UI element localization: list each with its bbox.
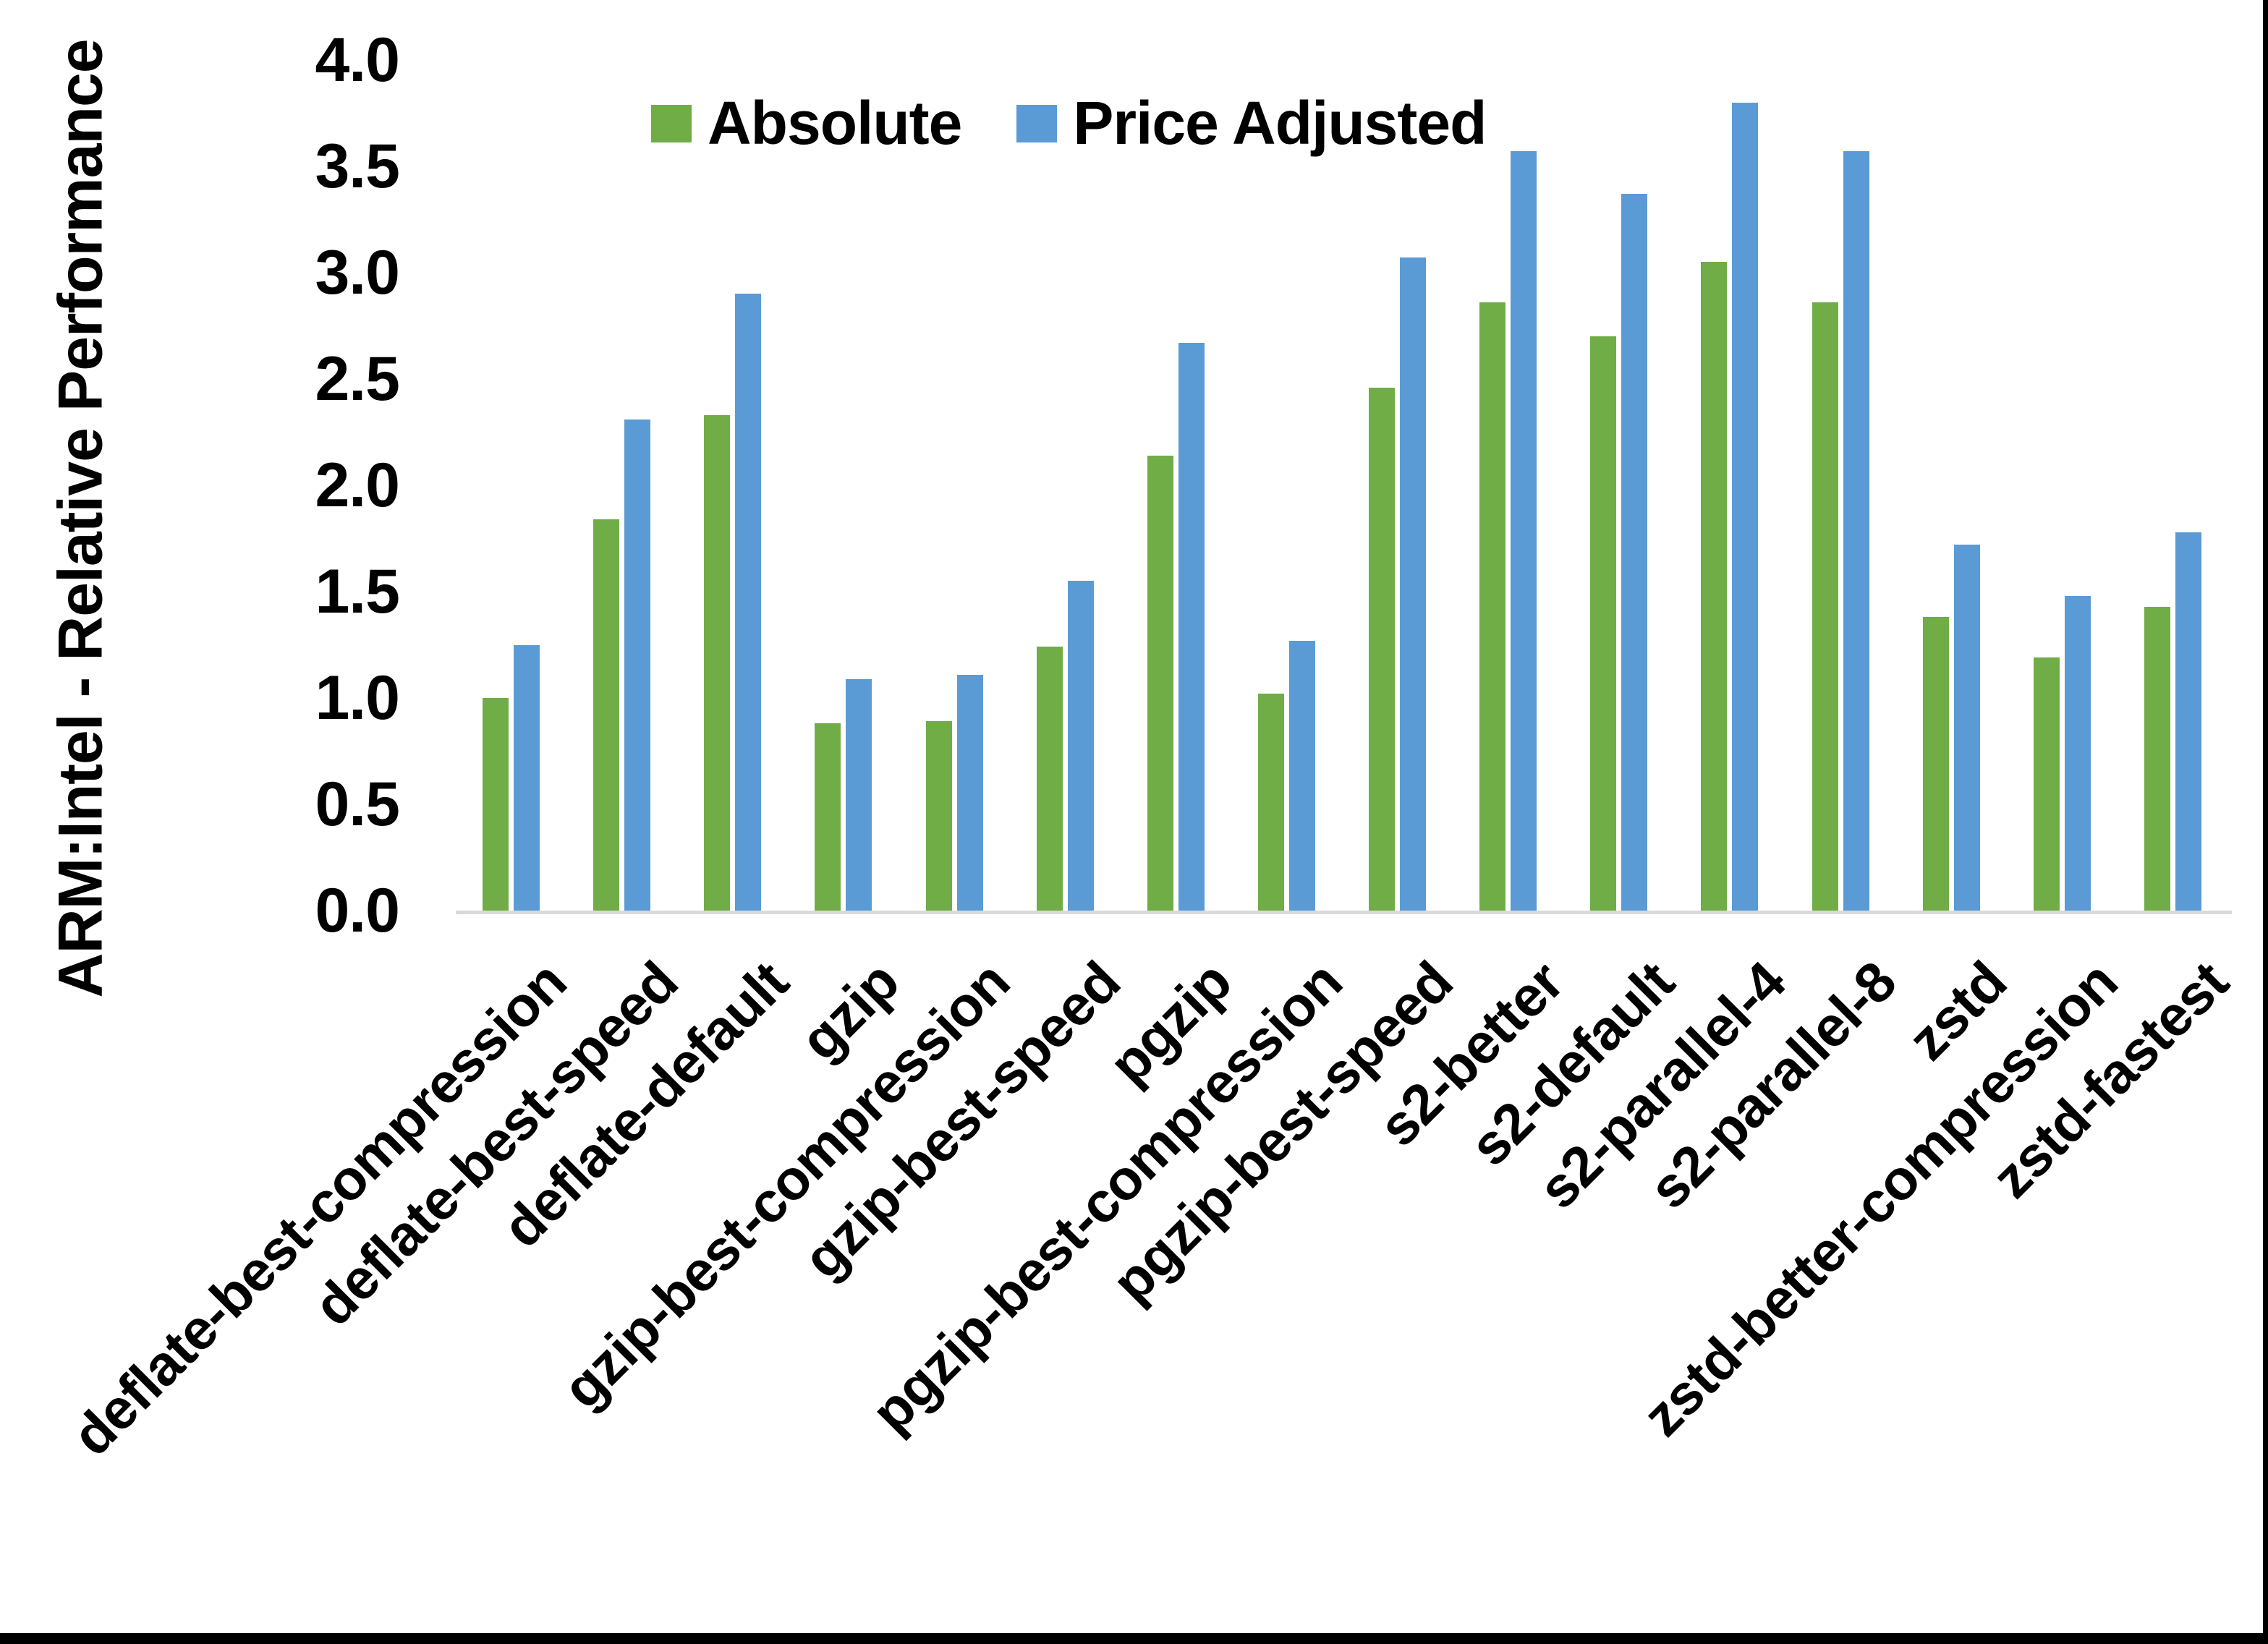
bar-price-adjusted-deflate-best-compression <box>514 644 540 911</box>
bar-absolute-deflate-best-speed <box>593 519 620 911</box>
bar-price-adjusted-s2-parallel-8 <box>1843 151 1869 911</box>
y-tick-label-3.5: 3.5 <box>315 132 400 201</box>
y-tick-label-3.0: 3.0 <box>315 238 400 307</box>
legend-swatch-absolute <box>651 104 692 142</box>
bar-price-adjusted-gzip <box>846 678 872 911</box>
bar-price-adjusted-zstd-fastest <box>2175 532 2201 911</box>
legend-item-price-adjusted: Price Adjusted <box>1016 88 1487 158</box>
legend-swatch-price-adjusted <box>1016 104 1058 142</box>
bar-price-adjusted-pgzip-best-speed <box>1400 257 1427 911</box>
bar-absolute-s2-default <box>1590 336 1617 911</box>
bar-price-adjusted-deflate-best-speed <box>624 419 651 911</box>
bar-absolute-gzip <box>815 723 841 911</box>
page-border-right <box>2263 0 2268 1644</box>
bar-absolute-pgzip <box>1147 455 1173 911</box>
y-tick-label-1.5: 1.5 <box>315 557 400 626</box>
bar-absolute-s2-parallel-8 <box>1812 302 1838 911</box>
page-border-bottom <box>0 1633 2268 1644</box>
bar-absolute-zstd <box>1922 617 1949 911</box>
bar-absolute-pgzip-best-compression <box>1257 694 1284 911</box>
y-axis-title: ARM:Intel - Relative Performance <box>46 39 116 998</box>
bar-price-adjusted-pgzip-best-compression <box>1288 640 1315 911</box>
y-tick-label-0.0: 0.0 <box>315 876 400 945</box>
bar-price-adjusted-s2-better <box>1511 151 1537 911</box>
bar-absolute-s2-better <box>1479 302 1506 911</box>
y-tick-label-0.5: 0.5 <box>315 770 400 839</box>
bar-absolute-gzip-best-compression <box>925 721 952 911</box>
y-tick-label-2.5: 2.5 <box>315 344 400 414</box>
bar-absolute-gzip-best-speed <box>1036 647 1063 911</box>
bar-price-adjusted-pgzip <box>1178 343 1205 911</box>
bar-price-adjusted-s2-parallel-4 <box>1732 102 1759 911</box>
y-tick-label-1.0: 1.0 <box>315 663 400 733</box>
legend-label-price-adjusted: Price Adjusted <box>1073 89 1487 157</box>
bar-price-adjusted-gzip-best-speed <box>1067 581 1094 911</box>
y-tick-label-2.0: 2.0 <box>315 451 400 520</box>
bar-absolute-deflate-best-compression <box>483 698 509 911</box>
legend: Absolute Price Adjusted <box>651 88 1487 158</box>
bar-absolute-s2-parallel-4 <box>1701 262 1728 911</box>
bar-price-adjusted-zstd <box>1953 545 1980 911</box>
legend-item-absolute: Absolute <box>651 88 962 158</box>
bar-absolute-deflate-default <box>704 415 731 911</box>
bar-price-adjusted-gzip-best-compression <box>956 674 983 911</box>
bar-price-adjusted-deflate-default <box>735 294 762 911</box>
bar-absolute-zstd-better-compression <box>2033 657 2060 911</box>
bar-price-adjusted-zstd-better-compression <box>2064 595 2091 911</box>
x-axis-line <box>456 911 2232 914</box>
bar-absolute-pgzip-best-speed <box>1369 387 1396 911</box>
legend-label-absolute: Absolute <box>708 89 962 157</box>
bar-price-adjusted-s2-default <box>1621 194 1648 911</box>
y-tick-label-4.0: 4.0 <box>315 25 400 95</box>
bar-absolute-zstd-fastest <box>2144 606 2170 911</box>
